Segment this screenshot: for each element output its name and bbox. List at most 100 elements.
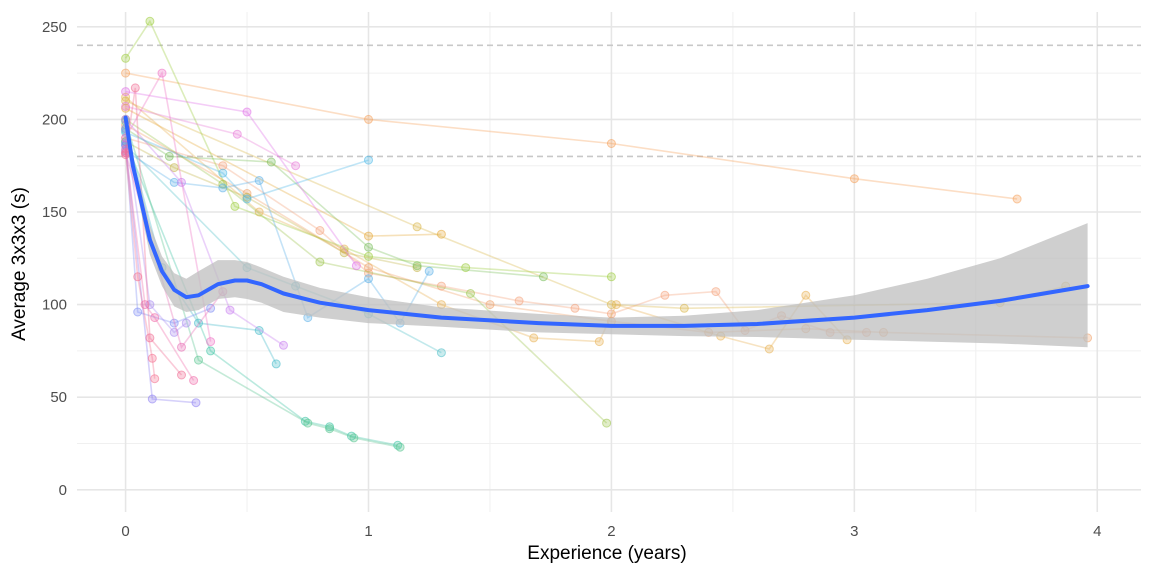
series-21: [121, 101, 301, 171]
data-point: [364, 242, 373, 252]
gridlines: [77, 12, 1141, 512]
data-point: [660, 290, 670, 300]
data-point: [466, 289, 475, 298]
data-point: [169, 177, 179, 187]
data-point: [529, 333, 539, 343]
data-point: [147, 394, 157, 404]
data-point: [679, 303, 689, 313]
data-point: [364, 263, 373, 273]
x-tick-label: 4: [1093, 523, 1101, 540]
data-point: [232, 129, 242, 139]
reference-lines: [77, 44, 1141, 158]
data-point: [412, 222, 422, 232]
x-tick-label: 3: [850, 523, 858, 540]
series-0: [121, 68, 1022, 204]
data-point: [218, 168, 228, 178]
data-point: [254, 207, 264, 217]
data-point: [412, 261, 422, 271]
data-point: [150, 313, 160, 323]
series-line: [124, 19, 612, 278]
data-point: [349, 433, 359, 443]
data-point: [242, 194, 252, 204]
series-8: [121, 114, 612, 428]
data-point: [254, 326, 264, 335]
data-point: [133, 272, 143, 282]
data-point: [169, 318, 179, 328]
data-point: [194, 355, 203, 365]
data-point: [206, 303, 216, 313]
data-point: [538, 272, 548, 282]
data-point: [364, 155, 373, 165]
data-point: [594, 337, 604, 347]
y-tick-label: 0: [59, 482, 67, 499]
series-line: [125, 72, 1018, 200]
series-line: [124, 145, 197, 404]
data-point: [570, 303, 580, 313]
x-tick-label: 2: [607, 523, 615, 540]
data-point: [145, 16, 155, 26]
data-point: [606, 272, 616, 282]
data-point: [436, 281, 446, 291]
series-22: [121, 68, 216, 347]
data-point: [121, 68, 131, 78]
data-point: [315, 226, 325, 235]
y-tick-label: 150: [42, 204, 67, 221]
series-line: [124, 70, 212, 342]
series-13: [121, 127, 373, 204]
series-line: [124, 130, 277, 365]
data-point: [254, 176, 264, 185]
data-point: [242, 107, 252, 117]
series-20: [121, 87, 361, 271]
data-point: [181, 318, 191, 328]
solver-series: [121, 16, 1093, 452]
data-point: [461, 263, 471, 273]
data-point: [177, 177, 186, 187]
data-point: [169, 163, 179, 173]
data-point: [169, 327, 179, 337]
data-point: [133, 307, 143, 317]
data-point: [424, 266, 434, 276]
data-point: [218, 161, 228, 171]
data-point: [514, 296, 524, 306]
data-point: [351, 261, 361, 271]
series-line: [125, 131, 369, 200]
series-line: [125, 90, 358, 267]
series-line: [125, 140, 418, 269]
data-point: [436, 229, 446, 239]
data-point: [130, 83, 140, 93]
data-point: [225, 305, 235, 315]
confidence-ribbon: [125, 112, 1088, 348]
series-line: [125, 105, 296, 167]
series-line: [125, 128, 544, 278]
data-point: [140, 300, 150, 310]
data-point: [602, 418, 612, 428]
data-point: [145, 300, 155, 310]
data-point: [157, 68, 167, 78]
data-point: [230, 201, 240, 211]
tick-labels: 0 1 2 3 4 0 50 100 150 200 250: [42, 19, 1101, 540]
data-point: [279, 340, 288, 350]
data-point: [801, 290, 811, 300]
data-point: [711, 287, 721, 297]
data-point: [364, 251, 373, 261]
data-point: [191, 398, 201, 408]
series-17: [121, 140, 201, 408]
y-tick-label: 100: [42, 297, 67, 314]
y-axis-title: Average 3x3x3 (s): [9, 187, 30, 341]
data-point: [177, 370, 186, 380]
data-point: [218, 183, 228, 193]
data-point: [206, 346, 216, 356]
series-6: [121, 16, 616, 282]
smooth-trend: [123, 115, 1090, 328]
data-point: [611, 300, 621, 310]
y-tick-label: 50: [50, 389, 67, 406]
series-line: [124, 121, 401, 448]
data-point: [339, 248, 349, 258]
data-point: [121, 53, 131, 63]
data-point: [177, 342, 186, 352]
series-line: [124, 143, 211, 324]
data-point: [849, 174, 859, 184]
data-point: [1012, 194, 1022, 204]
data-point: [145, 333, 155, 343]
y-tick-label: 200: [42, 111, 67, 128]
